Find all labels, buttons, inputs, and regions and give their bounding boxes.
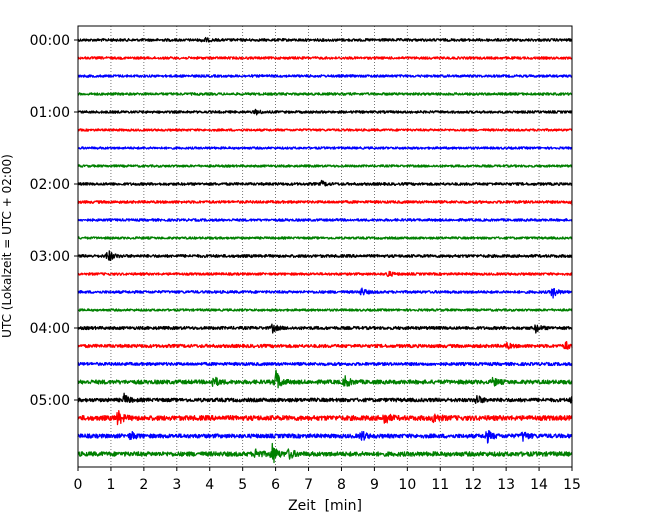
x-tick-label: 1 [106, 477, 115, 493]
trace-3 [77, 92, 573, 96]
x-tick-label: 2 [139, 477, 148, 493]
y-tick-label: 02:00 [30, 177, 70, 193]
x-tick-label: 0 [74, 477, 83, 493]
x-tick-label: 11 [431, 477, 449, 493]
trace-14 [77, 287, 573, 299]
trace-8 [77, 179, 573, 187]
trace-21 [77, 410, 573, 426]
plot-frame [77, 25, 573, 468]
x-tick-label: 13 [497, 477, 515, 493]
y-axis-label: UTC (Lokalzeit = UTC + 02:00) [0, 154, 14, 338]
x-tick-label: 10 [398, 477, 416, 493]
x-tick-label: 5 [238, 477, 247, 493]
trace-20 [77, 392, 573, 404]
x-axis-ticks: 0 1 2 3 4 5 6 7 8 9 10 11 12 13 14 15 [74, 467, 581, 493]
x-tick-label: 7 [304, 477, 313, 493]
x-tick-label: 4 [205, 477, 214, 493]
y-tick-label: 04:00 [30, 321, 70, 337]
x-tick-label: 14 [530, 477, 548, 493]
trace-2 [77, 74, 573, 78]
y-tick-label: 03:00 [30, 249, 70, 265]
trace-15 [77, 308, 573, 312]
y-tick-label: 00:00 [30, 33, 70, 49]
trace-5 [77, 128, 573, 132]
trace-22 [77, 430, 573, 444]
y-tick-label: 01:00 [30, 105, 70, 121]
trace-23 [77, 442, 573, 464]
trace-16 [77, 323, 573, 334]
x-tick-label: 9 [370, 477, 379, 493]
x-tick-label: 8 [337, 477, 346, 493]
x-tick-label: 12 [464, 477, 482, 493]
y-tick-label: 05:00 [30, 393, 70, 409]
trace-11 [77, 236, 573, 240]
x-axis-label: Zeit [min] [288, 498, 362, 514]
trace-12 [77, 250, 573, 262]
trace-6 [77, 146, 573, 150]
trace-19 [77, 369, 573, 389]
y-axis-ticks: 00:00 01:00 02:00 03:00 04:00 05:00 [30, 33, 78, 409]
trace-7 [77, 164, 573, 168]
trace-18 [77, 361, 573, 367]
seismic-traces [77, 36, 573, 464]
trace-9 [77, 200, 573, 206]
trace-1 [77, 56, 573, 60]
x-tick-label: 6 [271, 477, 280, 493]
x-tick-label: 15 [563, 477, 581, 493]
x-tick-label: 3 [172, 477, 181, 493]
trace-13 [77, 270, 573, 277]
trace-17 [77, 341, 573, 350]
trace-10 [77, 218, 573, 222]
trace-4 [77, 108, 573, 116]
trace-0 [77, 36, 573, 43]
